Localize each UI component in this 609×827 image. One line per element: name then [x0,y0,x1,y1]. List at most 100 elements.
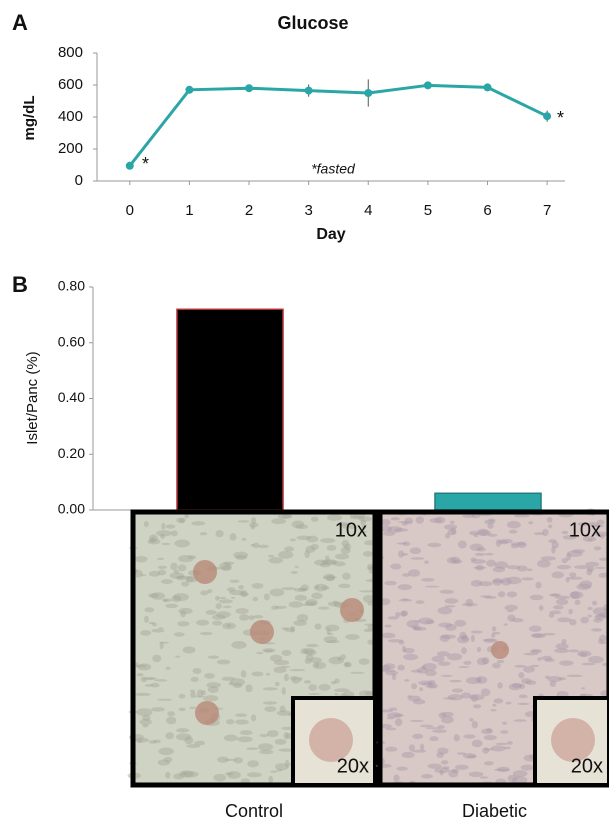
micrograph-texture [438,623,452,628]
micrograph-texture [231,597,235,599]
micrograph-texture [440,770,444,775]
micrograph-texture [326,640,340,643]
micrograph-texture [556,599,568,605]
micrograph-texture [233,757,242,763]
micrograph-texture [421,665,425,669]
micrograph-texture [514,514,530,517]
micrograph-texture [149,571,161,577]
x-tick-label: Diabetic [462,801,527,821]
micrograph-texture [411,670,423,673]
micrograph-texture [191,521,205,526]
micrograph-texture [492,626,497,631]
micrograph-texture [176,728,189,732]
micrograph-texture [484,748,494,750]
x-axis-label: Day [316,226,345,243]
x-tick-label: 6 [483,202,491,219]
micrograph-texture [471,558,477,562]
data-point [424,81,432,89]
micrograph-texture [413,699,426,704]
micrograph-texture [295,595,307,601]
micrograph-texture [425,670,437,677]
micrograph-texture [275,763,289,770]
micrograph-texture [145,684,154,687]
micrograph-texture [418,681,433,685]
micrograph-texture [178,694,185,699]
micrograph-texture [213,774,226,782]
chart-title: Glucose [277,13,348,33]
micrograph-texture [462,514,475,517]
micrograph-texture [593,618,602,622]
micrograph-texture [172,595,182,602]
micrograph-texture [548,539,556,543]
micrograph-texture [224,735,238,742]
micrograph-texture [487,523,493,529]
micrograph-texture [580,617,589,624]
micrograph-texture [235,608,248,614]
micrograph-texture [421,578,435,582]
micrograph-texture [455,765,469,770]
micrograph-texture [545,676,550,679]
micrograph-texture [404,517,413,524]
micrograph-texture [518,672,524,679]
micrograph-texture [461,647,467,654]
micrograph-texture [260,734,269,737]
x-tick-label: 1 [185,202,193,219]
micrograph-texture [562,531,569,535]
micrograph-texture [547,517,553,523]
micrograph-texture [235,713,247,717]
micrograph-texture [472,721,478,729]
micrograph-texture [204,673,215,679]
micrograph-texture [514,665,526,668]
micrograph-texture [572,549,585,553]
micrograph-texture [238,520,250,522]
micrograph-texture [387,526,402,533]
micrograph-texture [233,552,248,559]
micrograph-texture [320,538,335,543]
bar [177,309,283,510]
micrograph-texture [497,682,502,688]
micrograph-texture [469,718,473,722]
micrograph-texture [170,563,177,571]
micrograph-texture [284,732,289,739]
micrograph-texture [174,540,190,548]
micrograph-texture [338,584,350,589]
micrograph-texture [454,734,460,741]
micrograph-texture [165,772,170,779]
micrograph-texture [223,605,232,608]
micrograph-texture [507,521,521,529]
micrograph-texture [268,776,273,783]
micrograph-texture [200,590,208,595]
micrograph-texture [178,708,185,711]
x-tick-label: 5 [424,202,432,219]
micrograph-texture [165,732,174,739]
micrograph-texture [281,666,290,668]
micrograph-texture [271,518,286,524]
micrograph-texture [200,532,207,535]
micrograph-texture [598,639,603,644]
micrograph-texture [237,736,253,742]
micrograph-texture [568,649,579,652]
micrograph-texture [568,577,582,580]
micrograph-texture [399,640,404,644]
micrograph-texture [136,665,147,668]
micrograph-texture [167,711,175,716]
micrograph-texture [566,553,571,560]
micrograph-texture [412,734,423,739]
micrograph-texture [522,577,534,580]
panel-label: B [12,272,28,297]
micrograph-texture [171,530,178,536]
micrograph-texture [492,663,501,669]
y-tick-label: 0 [75,172,83,189]
micrograph-texture [419,687,423,691]
micrograph-texture [305,659,312,664]
micrograph-texture [264,593,270,600]
micrograph-texture [444,605,455,608]
micrograph-texture [506,702,512,705]
micrograph-texture [175,656,180,658]
micrograph-texture [381,665,391,670]
micrograph-texture [345,634,359,640]
micrograph-texture [517,703,530,705]
micrograph: 10x20x [128,510,380,785]
micrograph-texture [305,546,315,553]
micrograph-texture [142,724,148,727]
